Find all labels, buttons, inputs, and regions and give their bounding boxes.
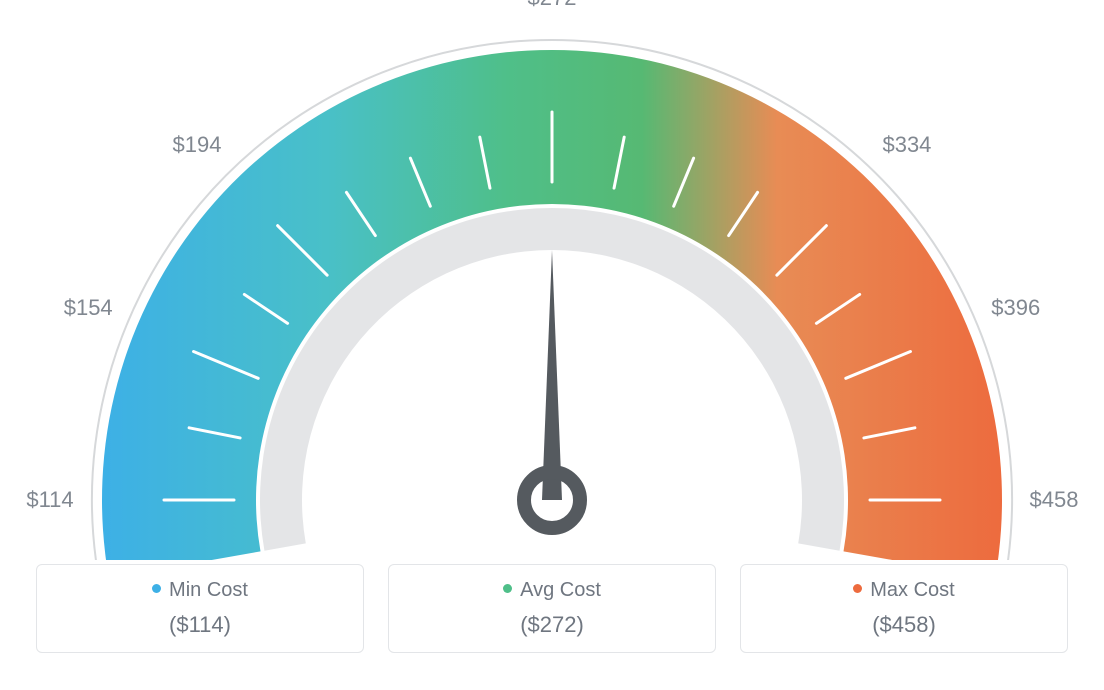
legend-card-max: Max Cost ($458) (740, 564, 1068, 653)
gauge-tick-label: $272 (528, 0, 577, 11)
legend-row: Min Cost ($114) Avg Cost ($272) Max Cost… (0, 564, 1104, 653)
legend-title-max-text: Max Cost (870, 579, 954, 601)
legend-title-max: Max Cost (751, 579, 1057, 602)
gauge-tick-label: $154 (64, 295, 113, 321)
gauge-tick-label: $334 (882, 132, 931, 158)
legend-value-max: ($458) (751, 612, 1057, 638)
gauge-tick-label: $194 (173, 132, 222, 158)
legend-value-min: ($114) (47, 612, 353, 638)
gauge-svg (0, 0, 1104, 560)
legend-value-avg: ($272) (399, 612, 705, 638)
legend-dot-min (152, 584, 161, 593)
legend-title-avg-text: Avg Cost (520, 579, 601, 601)
legend-dot-max (853, 584, 862, 593)
legend-dot-avg (503, 584, 512, 593)
gauge-tick-label: $458 (1030, 487, 1079, 513)
legend-title-avg: Avg Cost (399, 579, 705, 602)
legend-title-min: Min Cost (47, 579, 353, 602)
legend-card-min: Min Cost ($114) (36, 564, 364, 653)
gauge-chart: $114 $154 $194 $272 $334 $396 $458 (0, 0, 1104, 560)
legend-title-min-text: Min Cost (169, 579, 248, 601)
gauge-tick-label: $114 (26, 487, 73, 513)
gauge-tick-label: $396 (991, 295, 1040, 321)
legend-card-avg: Avg Cost ($272) (388, 564, 716, 653)
